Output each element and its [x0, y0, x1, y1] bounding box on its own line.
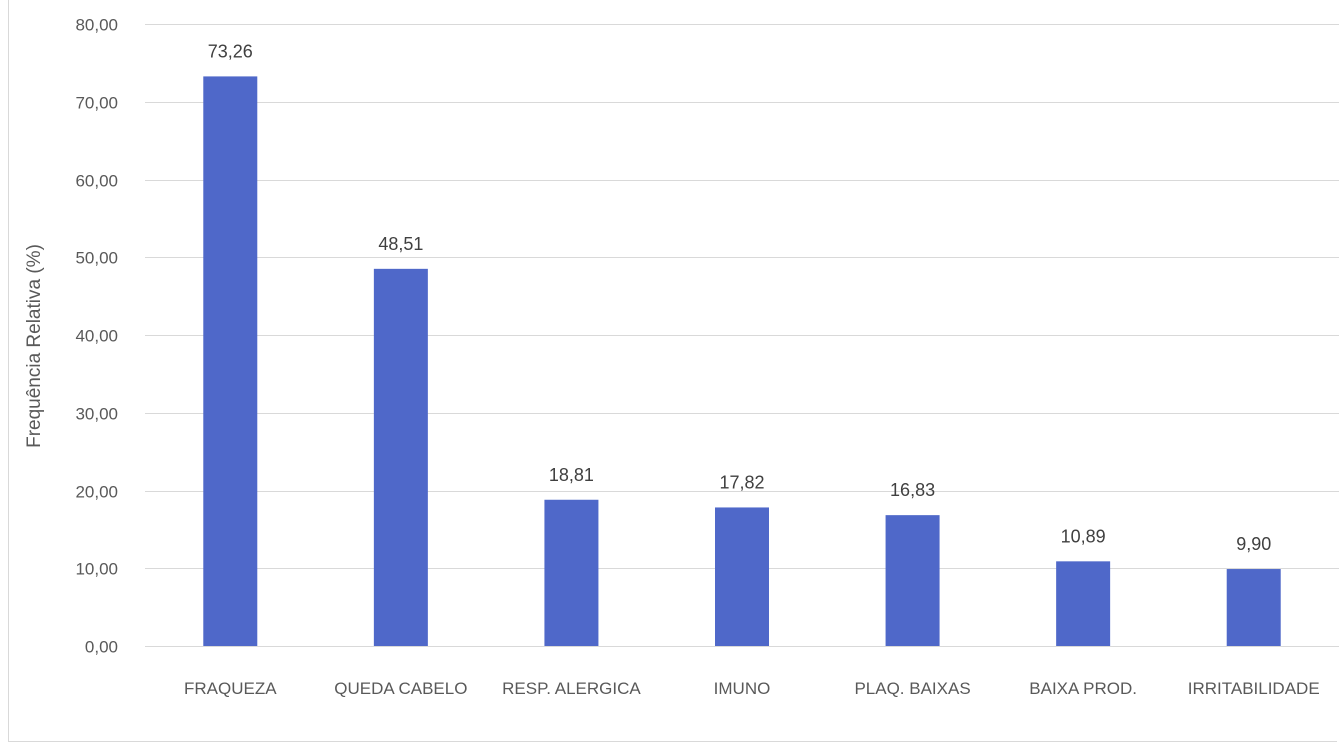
chart-frame: [8, 0, 1337, 742]
bar: [544, 499, 599, 646]
x-tick-label: PLAQ. BAIXAS: [854, 679, 970, 698]
data-label: 10,89: [1061, 526, 1106, 546]
x-tick-label: FRAQUEZA: [184, 679, 277, 698]
y-tick-label: 10,00: [75, 560, 118, 579]
y-tick-label: 60,00: [75, 172, 118, 191]
bar: [203, 76, 258, 646]
data-label: 17,82: [719, 472, 764, 492]
data-label: 73,26: [208, 41, 253, 61]
y-axis-ticks: 0,00 10,00 20,00 30,00 40,00 50,00 60,00 70,00 8…: [75, 16, 118, 657]
bar: [1226, 569, 1281, 646]
x-tick-label: RESP. ALERGICA: [502, 679, 641, 698]
x-axis-ticks: FRAQUEZA QUEDA CABELO RESP. ALERGICA IMUNO P…: [184, 679, 1320, 698]
bar: [715, 507, 769, 646]
y-tick-label: 70,00: [75, 94, 118, 113]
bars: [203, 76, 1281, 646]
y-tick-label: 50,00: [75, 249, 118, 268]
data-labels: 73,26 48,51 18,81 17,82 16,83 10,89 9,90: [208, 41, 1271, 554]
y-tick-label: 40,00: [75, 327, 118, 346]
y-tick-label: 30,00: [75, 405, 118, 424]
bar: [885, 515, 940, 646]
data-label: 9,90: [1236, 534, 1271, 554]
x-tick-label: IMUNO: [714, 679, 771, 698]
data-label: 18,81: [549, 465, 594, 485]
x-tick-label: IRRITABILIDADE: [1188, 679, 1320, 698]
y-tick-label: 0,00: [85, 638, 118, 657]
y-tick-label: 20,00: [75, 483, 118, 502]
bar: [1056, 561, 1111, 646]
bar: [373, 268, 428, 646]
data-label: 48,51: [378, 234, 423, 254]
data-label: 16,83: [890, 480, 935, 500]
x-tick-label: QUEDA CABELO: [334, 679, 467, 698]
y-tick-label: 80,00: [75, 16, 118, 35]
x-tick-label: BAIXA PROD.: [1029, 679, 1137, 698]
y-axis-label: Frequência Relativa (%): [24, 244, 45, 448]
